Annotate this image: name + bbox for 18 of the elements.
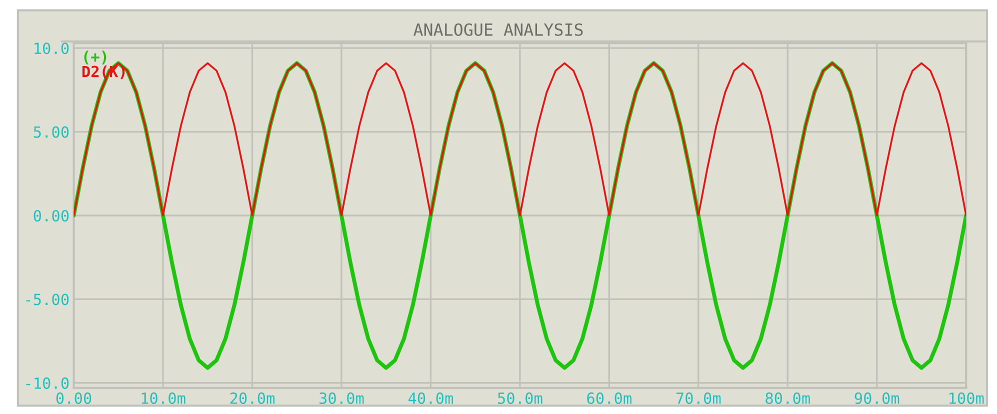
x-tick-label: 10.0m — [142, 392, 186, 404]
series-label: (+) — [84, 50, 106, 64]
chart-title: ANALOGUE ANALYSIS — [414, 23, 583, 36]
x-tick-label: 70.0m — [676, 392, 721, 404]
x-tick-label: 60.0m — [587, 392, 632, 404]
x-tick-label: 80.0m — [766, 392, 810, 404]
y-tick-label: 0.00 — [34, 210, 69, 222]
x-tick-label: 0.00 — [56, 392, 92, 404]
x-tick-label: 90.0m — [854, 392, 900, 404]
y-tick-label: 10.0 — [34, 42, 69, 54]
y-tick-label: -10.0 — [26, 377, 69, 389]
y-tick-label: 5.00 — [34, 126, 69, 138]
x-tick-label: 100m — [950, 392, 984, 404]
x-tick-label: 40.0m — [408, 392, 453, 404]
x-tick-label: 30.0m — [320, 392, 364, 404]
x-tick-label: 50.0m — [498, 392, 542, 404]
y-tick-label: -5.00 — [26, 294, 69, 306]
x-tick-label: 20.0m — [230, 392, 275, 404]
